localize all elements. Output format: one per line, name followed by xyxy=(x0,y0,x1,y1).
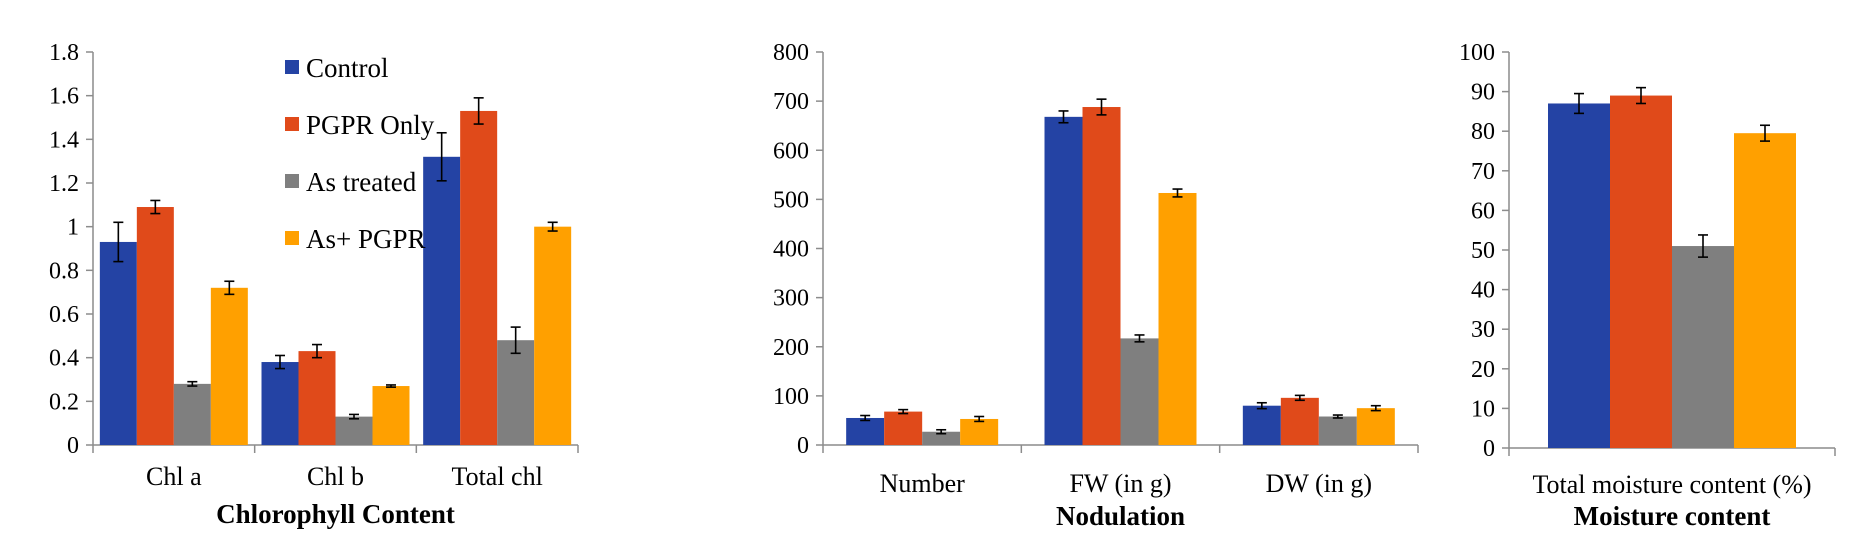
y-tick-label: 800 xyxy=(773,40,809,66)
y-tick-label: 100 xyxy=(1459,40,1495,66)
chart-2: 0 100 200 300 400 500 600 700 800 Number FW (in g)… xyxy=(773,40,1419,531)
y-tick-label: 0.8 xyxy=(49,258,79,284)
y-tick-label: 0.4 xyxy=(49,346,79,372)
category-label: Total chl xyxy=(452,462,543,491)
bar xyxy=(1610,95,1672,448)
bar xyxy=(534,226,572,445)
y-tick-label: 700 xyxy=(773,89,809,115)
bar xyxy=(1120,338,1159,445)
legend: Control PGPR Only As treated As+ PGPR xyxy=(285,53,435,254)
bar xyxy=(298,351,336,445)
y-tick-label: 100 xyxy=(773,384,809,410)
legend-swatch xyxy=(285,117,299,131)
bar xyxy=(1318,416,1357,445)
y-tick-label: 10 xyxy=(1471,396,1495,422)
bar xyxy=(884,411,923,445)
category-label: Chl a xyxy=(146,462,202,491)
y-tick-label: 50 xyxy=(1471,238,1495,264)
legend-swatch xyxy=(285,231,299,245)
bar xyxy=(1734,133,1796,448)
bar xyxy=(1356,408,1395,445)
bar xyxy=(1082,107,1121,446)
bar xyxy=(335,416,373,445)
legend-label: PGPR Only xyxy=(306,110,435,140)
legend-label: As treated xyxy=(306,167,417,197)
category-label: Chl b xyxy=(307,462,364,491)
y-tick-label: 90 xyxy=(1471,80,1495,106)
bar xyxy=(1242,405,1281,445)
y-tick-label: 1.6 xyxy=(49,84,79,110)
y-tick-label: 0 xyxy=(797,433,809,459)
category-label: DW (in g) xyxy=(1266,469,1372,498)
y-tick-label: 600 xyxy=(773,138,809,164)
chart-title: Nodulation xyxy=(1056,501,1185,531)
y-tick-label: 1 xyxy=(67,215,79,241)
bar xyxy=(261,362,299,445)
bar xyxy=(1548,103,1610,448)
bar xyxy=(1044,116,1083,445)
y-tick-label: 200 xyxy=(773,335,809,361)
y-tick-label: 20 xyxy=(1471,357,1495,383)
chart-3: 0 10 20 30 40 50 60 70 80 90 100 Total moisture con… xyxy=(1459,40,1836,531)
bar xyxy=(423,156,461,446)
bar xyxy=(173,383,211,445)
y-tick-label: 1.4 xyxy=(49,127,79,153)
bar xyxy=(372,386,410,445)
y-tick-label: 80 xyxy=(1471,119,1495,145)
y-tick-label: 40 xyxy=(1471,278,1495,304)
y-tick-label: 30 xyxy=(1471,317,1495,343)
y-tick-label: 300 xyxy=(773,286,809,312)
y-tick-label: 500 xyxy=(773,187,809,213)
bar xyxy=(846,417,885,445)
bar xyxy=(960,418,999,445)
bar xyxy=(210,287,248,445)
chart-1: 0 0.2 0.4 0.6 0.8 1 1.2 1.4 1.6 1.8 Chl a Chl b Tota… xyxy=(49,40,579,529)
bar xyxy=(460,110,498,445)
category-label: Total moisture content (%) xyxy=(1532,470,1811,499)
legend-label: As+ PGPR xyxy=(306,224,426,254)
bar xyxy=(1280,397,1319,445)
category-label: Number xyxy=(880,469,966,498)
y-tick-label: 70 xyxy=(1471,159,1495,185)
legend-label: Control xyxy=(306,53,389,83)
y-tick-label: 0 xyxy=(1483,436,1495,462)
chart-title: Moisture content xyxy=(1574,501,1771,531)
bar xyxy=(136,207,174,445)
legend-swatch xyxy=(285,174,299,188)
bar xyxy=(497,340,535,445)
y-tick-label: 0.2 xyxy=(49,389,79,415)
charts-container: 0 0.2 0.4 0.6 0.8 1 1.2 1.4 1.6 1.8 Chl a Chl b Tota… xyxy=(49,40,1836,531)
bar xyxy=(99,241,137,445)
y-tick-label: 0 xyxy=(67,433,79,459)
bar xyxy=(1672,246,1734,448)
category-label: FW (in g) xyxy=(1069,469,1171,498)
y-tick-label: 0.6 xyxy=(49,302,79,328)
y-tick-label: 1.2 xyxy=(49,171,79,197)
y-tick-label: 60 xyxy=(1471,198,1495,224)
chart-title: Chlorophyll Content xyxy=(216,499,455,529)
bar xyxy=(1158,192,1197,445)
legend-swatch xyxy=(285,60,299,74)
y-tick-label: 400 xyxy=(773,237,809,263)
y-tick-label: 1.8 xyxy=(49,40,79,66)
bar xyxy=(922,431,961,445)
